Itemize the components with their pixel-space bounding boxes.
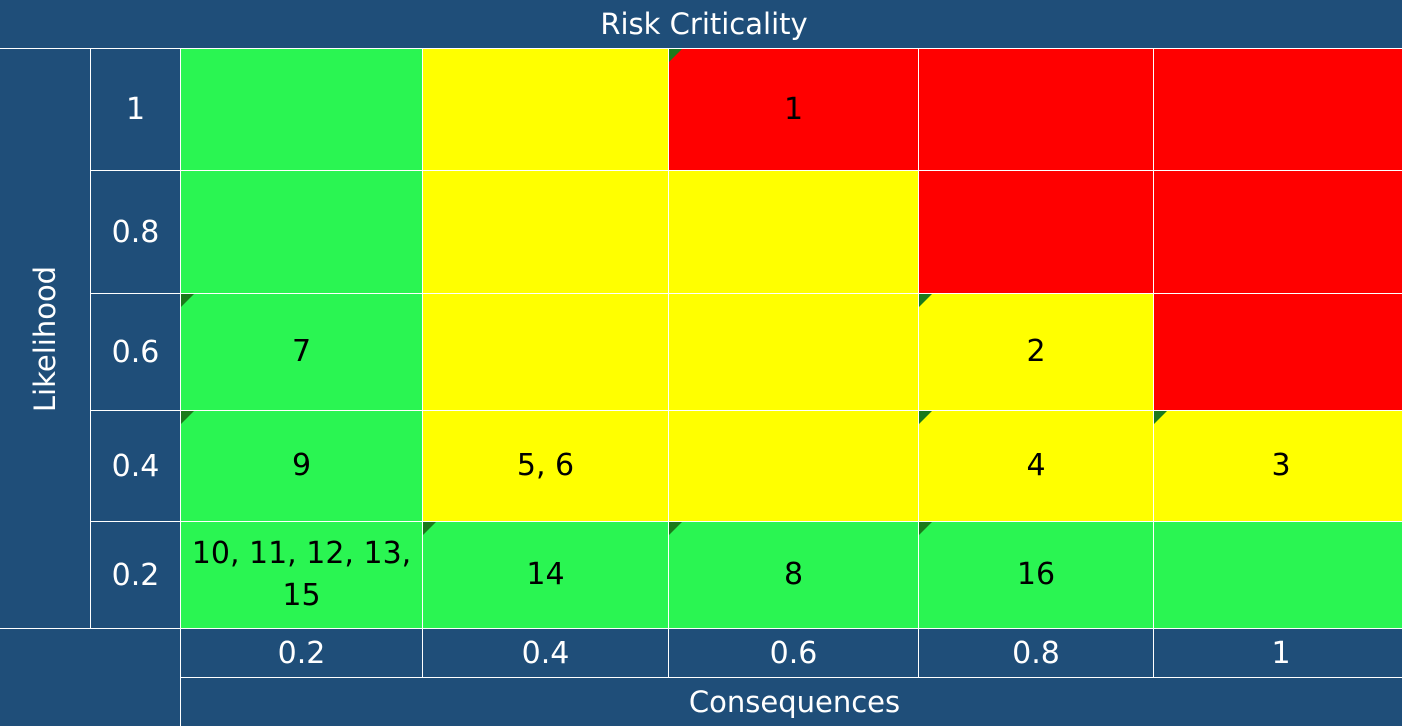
chart-title: Risk Criticality [0, 0, 1402, 48]
risk-cell [423, 171, 668, 293]
risk-cell: 3 [1154, 411, 1402, 521]
risk-cell [1154, 171, 1402, 293]
risk-ids-label: 3 [1271, 448, 1291, 483]
risk-cell: 10, 11, 12, 13, 15 [181, 522, 422, 628]
risk-cell: 7 [181, 294, 422, 410]
risk-cell [423, 294, 668, 410]
risk-cell [669, 294, 918, 410]
risk-cell: 2 [919, 294, 1153, 410]
risk-ids-label: 10, 11, 12, 13, 15 [191, 536, 412, 613]
x-tick-label: 1 [1154, 629, 1402, 677]
risk-cell [669, 171, 918, 293]
risk-cell [181, 49, 422, 170]
risk-ids-label: 8 [783, 557, 804, 592]
y-axis-label-box: Likelihood [0, 49, 90, 628]
risk-cell [1154, 522, 1402, 628]
y-tick-label: 1 [91, 49, 180, 170]
risk-cell [1154, 49, 1402, 170]
risk-cell: 9 [181, 411, 422, 521]
risk-cell [1154, 294, 1402, 410]
risk-cell [919, 171, 1153, 293]
risk-cell: 14 [423, 522, 668, 628]
y-tick-label: 0.4 [91, 411, 180, 521]
risk-cell: 16 [919, 522, 1153, 628]
risk-cell [669, 411, 918, 521]
x-tick-label: 0.6 [669, 629, 918, 677]
y-tick-label: 0.8 [91, 171, 180, 293]
risk-ids-label: 1 [783, 91, 804, 127]
risk-cell [181, 171, 422, 293]
risk-ids-label: 16 [1016, 557, 1056, 592]
risk-cell: 8 [669, 522, 918, 628]
y-axis-label: Likelihood [28, 265, 62, 412]
risk-cell: 1 [669, 49, 918, 170]
x-tick-label: 0.8 [919, 629, 1153, 677]
y-tick-label: 0.2 [91, 522, 180, 628]
corner-blank [0, 629, 180, 726]
risk-ids-label: 14 [526, 557, 565, 592]
risk-cell: 5, 6 [423, 411, 668, 521]
risk-cell [919, 49, 1153, 170]
risk-ids-label: 9 [291, 448, 312, 483]
x-tick-label: 0.4 [423, 629, 668, 677]
risk-cell: 4 [919, 411, 1153, 521]
risk-ids-label: 2 [1026, 334, 1046, 369]
risk-ids-label: 7 [291, 334, 312, 369]
risk-ids-label: 5, 6 [516, 448, 575, 483]
risk-cell [423, 49, 668, 170]
x-axis-label: Consequences [181, 678, 1402, 726]
y-tick-label: 0.6 [91, 294, 180, 410]
risk-ids-label: 4 [1026, 448, 1046, 483]
x-tick-label: 0.2 [181, 629, 422, 677]
